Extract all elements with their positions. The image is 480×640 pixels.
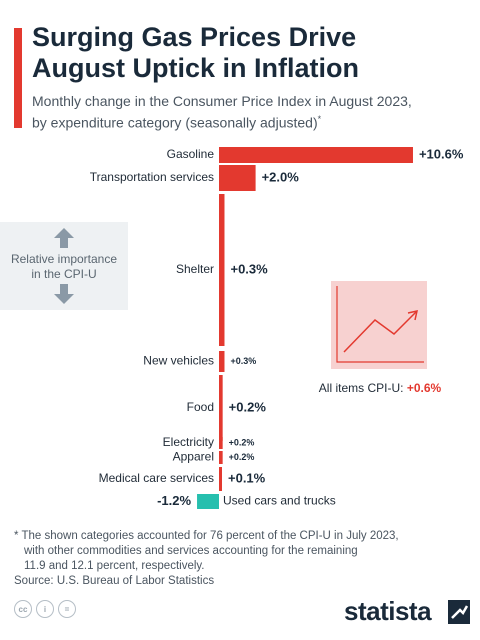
legend-arrows <box>54 228 74 304</box>
license-icons: cc i = <box>14 600 76 618</box>
footnote-line-3: 11.9 and 12.1 percent, respectively. <box>24 560 205 572</box>
footnote-line-1: * The shown categories accounted for 76 … <box>14 530 399 542</box>
trend-up-icon <box>336 286 424 363</box>
legend-line-1: Relative importance <box>10 252 118 266</box>
category-label: Food <box>187 400 214 414</box>
title-line-1: Surging Gas Prices Drive <box>32 22 357 52</box>
title-accent-bar <box>14 28 22 128</box>
bars: Gasoline +10.6% Transportation services +2.… <box>90 146 464 509</box>
bar-electricity <box>219 437 223 449</box>
source-note: Source: U.S. Bureau of Labor Statistics <box>14 575 215 587</box>
all-items-value: +0.6% <box>406 381 442 395</box>
all-items-label: All items CPI-U: +0.6% <box>300 381 460 395</box>
all-items-text: All items CPI-U: <box>318 381 404 395</box>
category-label: New vehicles <box>143 354 214 368</box>
category-label: Electricity <box>163 435 214 449</box>
category-label: Medical care services <box>99 471 214 485</box>
bar-apparel <box>219 451 223 464</box>
value-label: +0.2% <box>229 399 267 414</box>
category-label: Shelter <box>176 262 214 276</box>
arrow-up-icon <box>54 228 74 248</box>
subtitle-line-1: Monthly change in the Consumer Price Ind… <box>32 93 412 109</box>
value-label: +0.2% <box>229 437 255 447</box>
legend-label: Relative importance in the CPI-U <box>0 252 128 282</box>
legend-line-2: in the CPI-U <box>31 267 97 281</box>
arrow-down-icon <box>54 284 74 304</box>
statista-logo-icon <box>448 600 470 624</box>
bar-medical-care-services <box>219 467 222 491</box>
value-label: +0.1% <box>228 470 266 485</box>
bar-gasoline <box>219 147 413 163</box>
title-line-2: August Uptick in Inflation <box>32 53 359 83</box>
page-title: Surging Gas Prices Drive August Uptick i… <box>32 22 472 84</box>
nd-icon[interactable]: = <box>58 600 76 618</box>
value-label: +10.6% <box>419 146 464 161</box>
subtitle: Monthly change in the Consumer Price Ind… <box>32 92 472 132</box>
value-label: +0.2% <box>229 452 255 462</box>
subtitle-line-2: by expenditure category (seasonally adju… <box>32 114 318 131</box>
value-label: -1.2% <box>157 493 191 508</box>
value-label: +2.0% <box>262 169 300 184</box>
category-label: Used cars and trucks <box>223 494 336 508</box>
category-label: Gasoline <box>167 147 215 161</box>
value-label: +0.3% <box>230 261 268 276</box>
subtitle-footnote-mark: * <box>317 114 322 124</box>
cc-icon[interactable]: cc <box>14 600 32 618</box>
footnote-line-2: with other commodities and services acco… <box>24 545 358 557</box>
category-label: Apparel <box>173 450 214 464</box>
bar-shelter <box>219 194 225 346</box>
all-items-panel <box>331 281 427 369</box>
footnote: * The shown categories accounted for 76 … <box>14 529 466 574</box>
category-label: Transportation services <box>90 170 214 184</box>
value-label: +0.3% <box>230 356 256 366</box>
bar-transportation-services <box>219 165 256 191</box>
by-icon[interactable]: i <box>36 600 54 618</box>
bar-food <box>219 375 223 441</box>
brand-logo[interactable]: statista <box>344 596 432 626</box>
bar-new-vehicles <box>219 351 225 372</box>
bar-used-cars-and-trucks <box>197 494 219 509</box>
